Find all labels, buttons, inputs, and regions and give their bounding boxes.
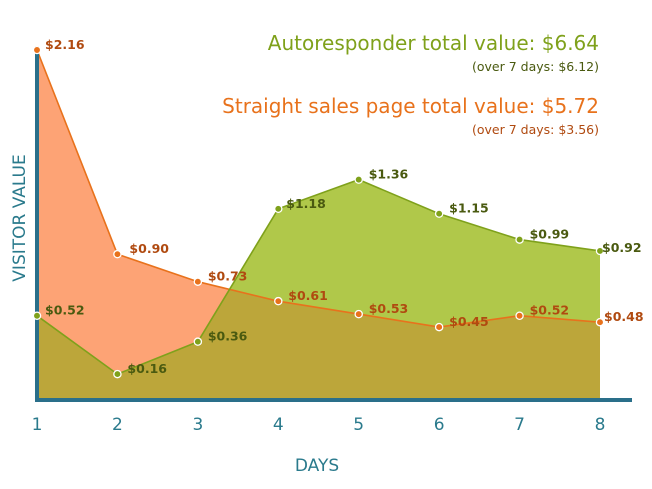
autoresponder-data-label: $1.15 [449, 201, 489, 216]
autoresponder-data-label: $0.52 [45, 303, 85, 318]
autoresponder-data-label: $1.18 [286, 196, 326, 211]
x-tick-label: 3 [192, 415, 203, 435]
straight-sales-data-label: $0.48 [604, 309, 644, 324]
x-tick-label: 1 [32, 415, 43, 435]
straight-sales-point [434, 322, 444, 332]
x-tick-label: 2 [112, 415, 123, 435]
straight-sales-point [515, 311, 524, 320]
straight-sales-data-label: $0.90 [129, 241, 169, 256]
autoresponder-point [113, 369, 122, 379]
x-tick-label: 4 [273, 415, 284, 435]
x-axis-title: DAYS [295, 456, 339, 476]
straight-sales-data-label: $0.45 [449, 314, 489, 329]
straight-sales-point [193, 277, 203, 286]
autoresponder-point [515, 235, 524, 244]
straight-sales-data-label: $0.73 [208, 269, 248, 284]
straight-sales-point [274, 296, 283, 306]
straight-sales-data-label: $0.53 [369, 301, 409, 316]
axes [35, 46, 632, 402]
straight-sales-total-sub: (over 7 days: $3.56) [472, 122, 599, 137]
area-straight-sales [37, 50, 600, 400]
autoresponder-point [595, 246, 605, 256]
straight-sales-data-label: $2.16 [45, 37, 85, 52]
straight-sales-total-headline: Straight sales page total value: $5.72 [222, 94, 599, 118]
data-labels: $2.16 $0.90 $0.73 $0.61 $0.53 $0.45 $0.52 $0.48… [45, 37, 644, 376]
x-tick-label: 7 [514, 415, 525, 435]
autoresponder-point [434, 209, 444, 218]
line-straight-sales [36, 49, 601, 328]
autoresponder-point [193, 337, 203, 346]
straight-sales-data-label: $0.61 [288, 288, 328, 303]
y-axis-title: VISITOR VALUE [10, 154, 30, 281]
autoresponder-point [32, 311, 42, 320]
straight-sales-data-label: $0.52 [530, 303, 570, 318]
straight-sales-point [113, 249, 122, 259]
straight-sales-point [354, 309, 363, 319]
autoresponder-total-headline: Autoresponder total value: $6.64 [268, 31, 599, 55]
x-tick-label: 8 [595, 415, 606, 435]
autoresponder-point [354, 175, 363, 184]
autoresponder-data-label: $0.36 [208, 329, 248, 344]
straight-sales-point [595, 317, 605, 327]
x-tick-label: 6 [434, 415, 445, 435]
x-tick-labels: 1 2 3 4 5 6 7 8 [32, 415, 606, 435]
x-tick-label: 5 [353, 415, 364, 435]
line-autoresponder [36, 178, 601, 376]
autoresponder-point [274, 204, 283, 214]
autoresponder-total-sub: (over 7 days: $6.12) [472, 59, 599, 74]
autoresponder-data-label: $0.92 [602, 240, 642, 255]
data-markers [32, 45, 605, 379]
autoresponder-data-label: $0.99 [530, 227, 570, 242]
chart-areas [36, 49, 601, 400]
autoresponder-data-label: $0.16 [127, 361, 167, 376]
straight-sales-point [32, 45, 42, 55]
autoresponder-data-label: $1.36 [369, 167, 409, 182]
